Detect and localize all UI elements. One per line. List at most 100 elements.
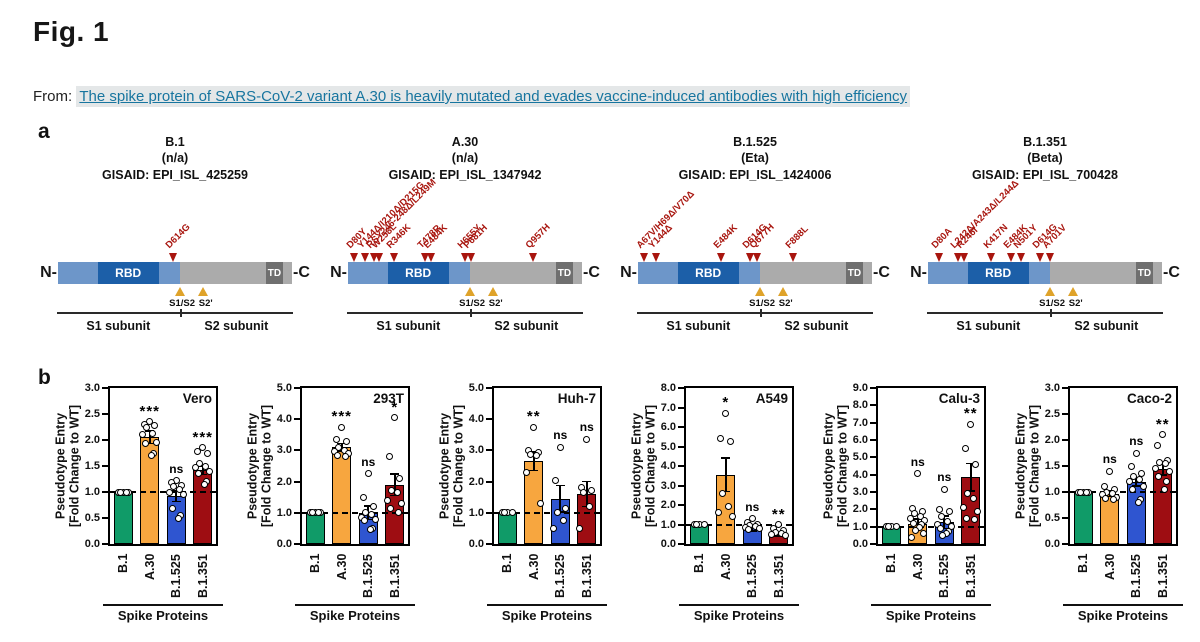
s1s2-site-icon <box>174 287 185 296</box>
gisaid-accession: GISAID: EPI_ISL_1424006 <box>678 167 832 182</box>
category-label: B.1.351 <box>963 554 978 598</box>
data-point <box>387 504 395 512</box>
data-point <box>333 435 341 443</box>
panel-a-spike-diagrams: B.1 (n/a) GISAID: EPI_ISL_425259 D614G N… <box>30 134 1190 338</box>
bar <box>113 492 133 544</box>
category-label: B.1.525 <box>169 554 184 598</box>
data-point <box>384 496 392 504</box>
significance-label: ** <box>771 505 786 523</box>
y-tick-mark <box>678 426 684 428</box>
category-label: A.30 <box>1102 553 1117 580</box>
data-point <box>149 430 157 438</box>
data-point <box>343 437 351 445</box>
y-tick-label: 3.0 <box>84 382 100 394</box>
mutation-marker-icon <box>374 253 383 262</box>
variant-lineage: B.1.351 <box>1023 135 1067 149</box>
mutation-marker-icon <box>168 253 177 262</box>
data-point <box>1135 475 1143 483</box>
error-bar-cap <box>390 494 400 497</box>
data-point <box>782 531 790 539</box>
data-point <box>165 488 173 496</box>
subunit-line <box>347 312 583 314</box>
data-point <box>586 503 594 511</box>
spike-bar-row: N- RBD TD -C <box>610 262 900 284</box>
data-point <box>1161 485 1169 493</box>
data-point <box>395 509 403 517</box>
plot-area: 293T *** ns * <box>300 386 410 546</box>
y-tick-mark <box>870 525 876 528</box>
y-tick-mark <box>870 404 876 407</box>
significance-label: ns <box>1129 434 1144 448</box>
y-tick-label: 2.5 <box>1044 408 1060 420</box>
s2prime-site-label: S2' <box>778 298 793 309</box>
mutation-marker-icon <box>1045 253 1054 262</box>
category-label: B.1 <box>500 553 515 573</box>
mutation-label: D80A <box>929 225 955 251</box>
data-point <box>970 495 978 503</box>
data-point <box>1155 472 1163 480</box>
data-point <box>561 504 569 512</box>
data-point <box>396 474 404 482</box>
data-point <box>729 513 737 521</box>
y-tick-label: 0.0 <box>1044 538 1060 550</box>
variant-lineage: B.1.525 <box>733 135 777 149</box>
error-bar-cap <box>966 490 976 492</box>
y-tick-mark <box>486 543 492 545</box>
y-tick-mark <box>1062 517 1068 519</box>
entry-chart: Pseudotype Entry [Fold Change to WT] Huh… <box>426 376 618 640</box>
significance-label: ns <box>361 454 376 469</box>
data-point <box>366 526 374 534</box>
data-point <box>537 499 545 507</box>
data-point <box>914 470 922 478</box>
y-tick-label: 1.0 <box>276 506 292 519</box>
subunit-junction-tick <box>469 309 472 317</box>
plot-area: Vero *** ns *** <box>108 386 218 546</box>
mutation-marker-icon <box>716 253 725 262</box>
y-tick-label: 0.5 <box>1044 512 1060 524</box>
y-tick-mark <box>102 491 108 493</box>
y-tick-label: 7.0 <box>660 401 676 414</box>
data-point <box>500 509 508 517</box>
category-label: B.1 <box>116 553 131 573</box>
y-tick-label: 0.0 <box>276 538 292 550</box>
data-point <box>139 431 147 439</box>
y-tick-mark <box>678 465 684 467</box>
data-point <box>936 524 944 532</box>
significance-label: ns <box>910 454 925 469</box>
data-point <box>962 445 970 453</box>
error-bar-cap <box>721 457 731 459</box>
mutation-label: Q957H <box>524 221 554 251</box>
y-tick-label: 3.0 <box>276 444 292 457</box>
y-tick-mark <box>870 543 876 545</box>
mutation-marker-icon <box>959 253 968 262</box>
y-tick-label: 2.0 <box>468 475 484 488</box>
reference-line <box>686 523 792 526</box>
data-point <box>549 524 557 532</box>
y-tick-mark <box>294 387 300 389</box>
data-point <box>559 517 567 525</box>
td-region: TD <box>846 262 863 284</box>
error-bar <box>724 458 727 492</box>
td-region: TD <box>266 262 283 284</box>
data-point <box>937 512 945 520</box>
data-point <box>194 447 202 455</box>
y-tick-label: 2.0 <box>84 434 100 446</box>
y-tick-mark <box>1062 465 1068 467</box>
data-point <box>692 521 700 528</box>
reference-line <box>1070 491 1176 493</box>
data-point <box>580 489 588 497</box>
data-point <box>314 509 322 517</box>
entry-chart: Pseudotype Entry [Fold Change to WT] A54… <box>618 376 810 640</box>
s2-subunit-label: S2 subunit <box>494 319 559 333</box>
data-point <box>1128 485 1136 493</box>
error-bar <box>201 466 204 475</box>
y-tick-mark <box>294 511 300 514</box>
c-terminus-label: -C <box>1163 264 1180 281</box>
plot-area: Caco-2 ns ns ** <box>1068 386 1178 546</box>
spike-protein-bar: RBD TD <box>58 262 292 284</box>
data-point <box>1163 478 1171 486</box>
reference-line <box>110 491 216 493</box>
td-region: TD <box>556 262 573 284</box>
article-link[interactable]: The spike protein of SARS-CoV-2 variant … <box>76 86 911 107</box>
error-bar-cap <box>390 473 400 475</box>
